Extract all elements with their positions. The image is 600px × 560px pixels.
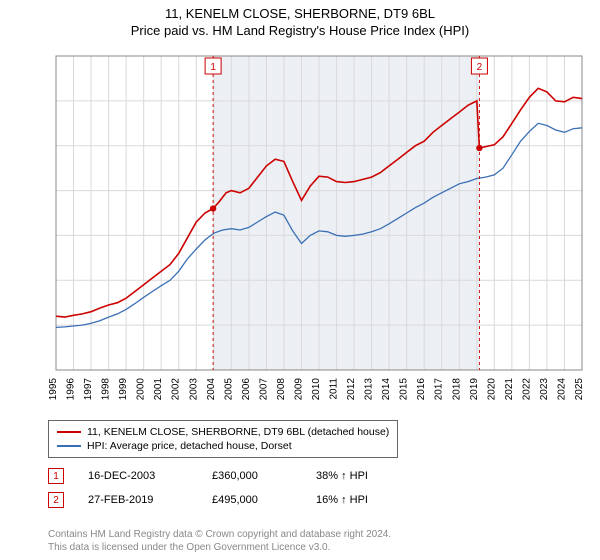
svg-text:2017: 2017 [434, 378, 445, 401]
svg-text:2001: 2001 [153, 378, 164, 401]
chart-title-address: 11, KENELM CLOSE, SHERBORNE, DT9 6BL [0, 6, 600, 21]
svg-text:2021: 2021 [504, 378, 515, 401]
svg-text:2000: 2000 [136, 378, 147, 401]
sales-table: 1 16-DEC-2003 £360,000 38% ↑ HPI 2 27-FE… [48, 464, 406, 512]
svg-text:2015: 2015 [399, 378, 410, 401]
footer-line-1: Contains HM Land Registry data © Crown c… [48, 528, 391, 541]
legend-swatch-hpi [57, 445, 81, 447]
svg-text:1996: 1996 [66, 378, 77, 401]
legend-item-hpi: HPI: Average price, detached house, Dors… [57, 439, 389, 453]
svg-text:2009: 2009 [293, 378, 304, 401]
legend-swatch-property [57, 431, 81, 433]
svg-text:2002: 2002 [171, 378, 182, 401]
svg-text:2022: 2022 [521, 378, 532, 401]
svg-text:1995: 1995 [48, 378, 59, 401]
sale-date: 16-DEC-2003 [88, 470, 188, 482]
svg-text:2018: 2018 [451, 378, 462, 401]
svg-text:2005: 2005 [223, 378, 234, 401]
price-chart: £0£100K£200K£300K£400K£500K£600K£700K199… [48, 50, 588, 412]
svg-text:2012: 2012 [346, 378, 357, 401]
svg-text:1997: 1997 [83, 378, 94, 401]
sale-price: £360,000 [212, 470, 292, 482]
svg-text:1: 1 [210, 62, 216, 73]
svg-text:2025: 2025 [574, 378, 585, 401]
footer-line-2: This data is licensed under the Open Gov… [48, 541, 391, 554]
svg-text:2016: 2016 [416, 378, 427, 401]
legend-label-hpi: HPI: Average price, detached house, Dors… [87, 440, 292, 452]
chart-header: 11, KENELM CLOSE, SHERBORNE, DT9 6BL Pri… [0, 0, 600, 40]
chart-footer: Contains HM Land Registry data © Crown c… [48, 528, 391, 554]
svg-text:2019: 2019 [469, 378, 480, 401]
svg-text:2014: 2014 [381, 378, 392, 401]
sale-row: 2 27-FEB-2019 £495,000 16% ↑ HPI [48, 488, 406, 512]
chart-title-subtitle: Price paid vs. HM Land Registry's House … [0, 23, 600, 38]
svg-text:2004: 2004 [206, 378, 217, 401]
svg-text:2010: 2010 [311, 378, 322, 401]
svg-text:2: 2 [477, 62, 483, 73]
sale-delta: 16% ↑ HPI [316, 494, 406, 506]
svg-text:2003: 2003 [188, 378, 199, 401]
chart-legend: 11, KENELM CLOSE, SHERBORNE, DT9 6BL (de… [48, 420, 398, 458]
sale-marker-icon: 1 [48, 468, 64, 484]
sale-date: 27-FEB-2019 [88, 494, 188, 506]
sale-price: £495,000 [212, 494, 292, 506]
legend-item-property: 11, KENELM CLOSE, SHERBORNE, DT9 6BL (de… [57, 425, 389, 439]
svg-text:2008: 2008 [276, 378, 287, 401]
svg-text:2024: 2024 [556, 378, 567, 401]
svg-text:2007: 2007 [258, 378, 269, 401]
svg-text:2013: 2013 [364, 378, 375, 401]
legend-label-property: 11, KENELM CLOSE, SHERBORNE, DT9 6BL (de… [87, 426, 389, 438]
sale-marker-icon: 2 [48, 492, 64, 508]
svg-text:1998: 1998 [101, 378, 112, 401]
sale-row: 1 16-DEC-2003 £360,000 38% ↑ HPI [48, 464, 406, 488]
svg-text:2020: 2020 [486, 378, 497, 401]
svg-text:1999: 1999 [118, 378, 129, 401]
svg-text:2006: 2006 [241, 378, 252, 401]
sale-delta: 38% ↑ HPI [316, 470, 406, 482]
svg-text:2011: 2011 [329, 378, 340, 400]
svg-text:2023: 2023 [539, 378, 550, 401]
